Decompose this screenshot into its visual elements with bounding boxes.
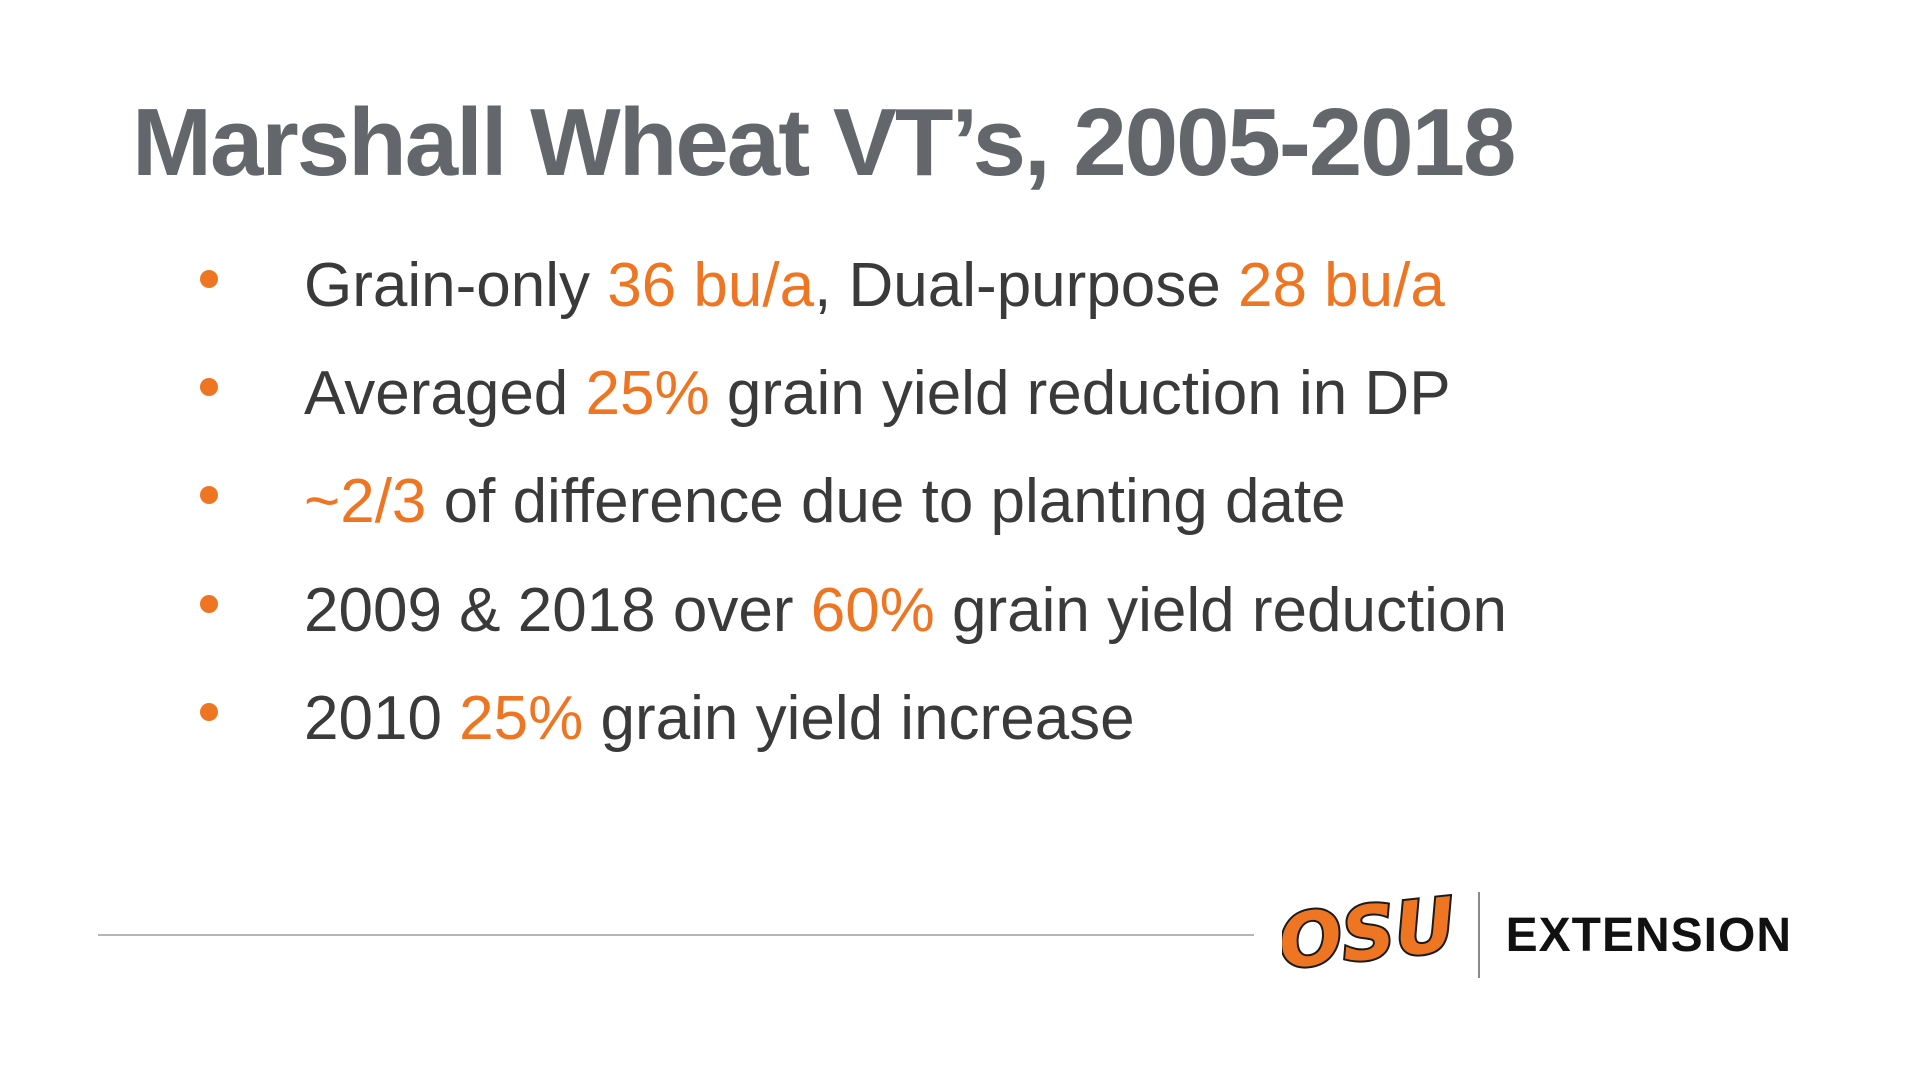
bullet-marker-icon [200,270,218,288]
bullet-item: Averaged 25% grain yield reduction in DP [200,360,1507,428]
bullet-marker-icon [200,594,218,613]
plain-text: grain yield reduction [934,575,1507,645]
plain-text: grain yield reduction in DP [709,359,1451,429]
footer: OSU EXTENSION [98,880,1792,990]
bullet-text: 2009 & 2018 over 60% grain yield reducti… [304,575,1507,645]
bullet-text: Averaged 25% grain yield reduction in DP [304,360,1451,428]
osu-logo-icon: OSU [1282,885,1452,985]
bullet-item: Grain-only 36 bu/a, Dual-purpose 28 bu/a [200,251,1507,320]
bullet-item: 2009 & 2018 over 60% grain yield reducti… [200,575,1507,645]
bullet-marker-icon [200,702,218,721]
accent-text: ~2/3 [304,467,427,537]
accent-text: 25% [585,359,710,429]
bullet-marker-icon [200,378,218,397]
bullet-text: 2010 25% grain yield increase [304,683,1135,753]
plain-text: of difference due to planting date [426,467,1346,537]
footer-divider-line [98,934,1254,936]
bullet-list: Grain-only 36 bu/a, Dual-purpose 28 bu/a… [200,251,1507,793]
plain-text: 2010 [304,683,460,753]
bullet-text: ~2/3 of difference due to planting date [304,468,1346,536]
accent-text: 36 bu/a [607,251,815,320]
accent-text: 28 bu/a [1237,251,1445,320]
plain-text: Grain-only [304,251,608,320]
logo-divider [1477,892,1480,978]
plain-text: 2009 & 2018 over [304,575,811,645]
bullet-marker-icon [200,486,218,505]
bullet-text: Grain-only 36 bu/a, Dual-purpose 28 bu/a [304,251,1445,320]
brand-lockup: OSU EXTENSION [1282,885,1792,985]
plain-text: grain yield increase [583,683,1135,753]
accent-text: 25% [459,683,584,753]
bullet-item: ~2/3 of difference due to planting date [200,468,1507,536]
slide-title: Marshall Wheat VT’s, 2005-2018 [132,89,1516,196]
osu-logo-text: OSU [1282,885,1452,985]
bullet-item: 2010 25% grain yield increase [200,683,1507,753]
plain-text: , Dual-purpose [814,251,1238,320]
plain-text: Averaged [304,359,586,429]
accent-text: 60% [810,575,935,645]
brand-label: EXTENSION [1505,908,1792,962]
